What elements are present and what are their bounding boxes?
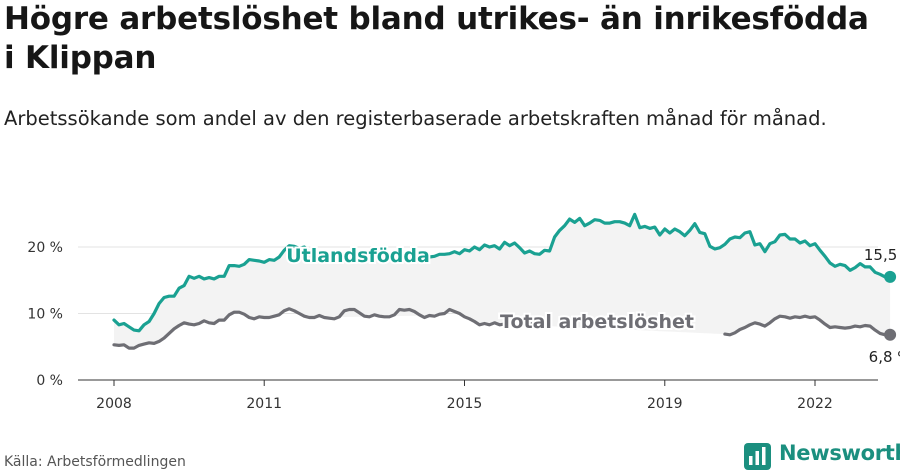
label-layer: 15,5 % 6,8 % Utlandsfödda Total arbetslöshe… [284, 243, 900, 366]
chart-subtitle: Arbetssökande som andel av den registerb… [4, 107, 827, 130]
series-label-utlandsfodda: Utlandsfödda [286, 245, 430, 267]
series-line-utlandsfodda [427, 212, 892, 279]
x-tick-label: 2008 [96, 396, 132, 412]
x-tick-label: 2011 [246, 396, 282, 412]
end-value-label: 15,5 % [864, 246, 900, 264]
end-point-dot [884, 328, 897, 341]
y-tick-label: 0 % [36, 373, 63, 389]
band-fill [114, 214, 891, 349]
x-tick-label: 2019 [647, 396, 683, 412]
source-note: Källa: Arbetsförmedlingen [4, 454, 186, 470]
axis-layer: 2008 2011 2015 2019 2022 [78, 379, 878, 412]
y-tick-label: 10 % [27, 307, 63, 323]
series-layer [112, 212, 897, 350]
x-tick-label: 2015 [447, 396, 483, 412]
brand-name: Newsworthy [779, 441, 900, 465]
chart-title: Högre arbetslöshet bland utrikes- än inr… [4, 1, 869, 76]
y-tick-label: 20 % [27, 240, 63, 256]
newsworthy-logo-icon [744, 443, 771, 470]
end-value-label: 6,8 % [869, 348, 900, 366]
band-layer [114, 214, 891, 349]
x-tick-label: 2022 [797, 396, 833, 412]
series-line-total [723, 314, 892, 337]
series-label-total: Total arbetslöshet [500, 311, 694, 333]
series-line-utlandsfodda [112, 244, 316, 333]
series-line-total [112, 307, 552, 350]
end-point-dot [884, 270, 897, 283]
